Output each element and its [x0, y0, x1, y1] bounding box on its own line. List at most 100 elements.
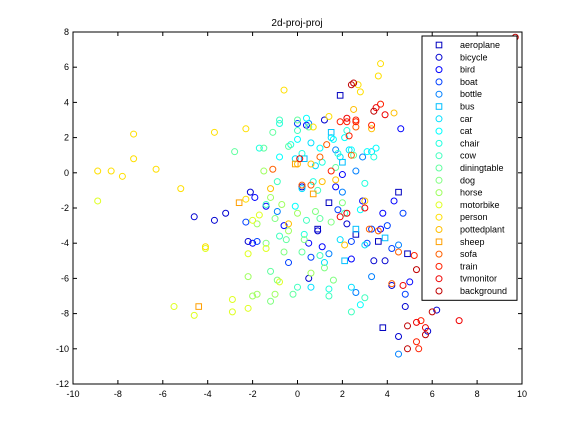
legend-item: dog [435, 175, 475, 185]
data-point [325, 292, 333, 300]
legend-marker [435, 164, 443, 172]
legend-label: bus [460, 102, 475, 112]
y-tick-label: 8 [64, 27, 69, 37]
data-point [377, 225, 385, 233]
data-point [412, 266, 420, 274]
legend-marker [435, 139, 443, 147]
data-point [336, 118, 344, 126]
data-point [415, 345, 423, 353]
series-cow [262, 116, 369, 316]
data-point [294, 116, 301, 124]
data-point [255, 144, 263, 152]
data-point [289, 290, 297, 298]
legend-label: person [460, 212, 488, 222]
data-point [190, 311, 198, 319]
data-point [404, 345, 412, 353]
data-point [370, 107, 378, 115]
data-point [341, 209, 349, 217]
data-point [302, 216, 310, 224]
series-diningtable [231, 116, 358, 298]
data-point [291, 202, 299, 210]
data-point [307, 139, 315, 147]
series-train [327, 100, 425, 353]
data-point [285, 220, 293, 228]
data-point [280, 222, 288, 230]
data-point [280, 248, 288, 256]
data-point [334, 149, 342, 157]
data-point [352, 225, 360, 233]
data-point [287, 141, 295, 149]
data-point [276, 232, 284, 240]
legend-label: dog [460, 175, 475, 185]
data-point [347, 81, 355, 89]
y-tick-label: -4 [61, 238, 69, 248]
data-point [361, 294, 369, 302]
data-point [350, 151, 358, 159]
legend-item: background [435, 286, 507, 296]
data-point [316, 215, 324, 223]
data-point [381, 111, 389, 119]
data-point [307, 160, 315, 168]
legend-item: pottedplant [435, 225, 505, 235]
data-point [190, 213, 198, 221]
data-point [276, 120, 284, 128]
data-point [336, 92, 344, 99]
data-point [244, 250, 252, 258]
data-point [332, 146, 340, 154]
legend-item: bottle [435, 89, 482, 99]
series-boat [242, 120, 409, 298]
legend-marker [435, 90, 443, 98]
y-tick-label: 0 [64, 168, 69, 178]
data-point [316, 144, 324, 152]
data-point [170, 303, 178, 311]
data-point [309, 178, 317, 186]
legend-marker [435, 238, 443, 246]
data-point [338, 188, 346, 196]
data-point [302, 114, 310, 122]
legend-label: motorbike [460, 200, 500, 210]
data-point [368, 273, 376, 281]
data-point [325, 250, 333, 258]
data-point [372, 104, 380, 112]
data-point [356, 88, 364, 96]
data-point [242, 218, 250, 226]
data-point [395, 332, 403, 340]
data-point [273, 208, 281, 216]
data-point [338, 199, 346, 207]
data-point [177, 185, 185, 193]
data-point [271, 290, 279, 298]
data-point [377, 100, 385, 108]
legend-marker [435, 115, 443, 123]
legend-marker [435, 103, 443, 110]
data-point [341, 257, 348, 265]
data-point [285, 142, 293, 150]
data-point [262, 239, 270, 247]
data-point [365, 225, 373, 233]
data-point [298, 181, 306, 189]
data-point [282, 236, 290, 244]
data-point [343, 220, 351, 228]
data-point [332, 176, 340, 184]
data-point [336, 236, 344, 244]
data-point [249, 216, 257, 224]
data-point [253, 220, 261, 228]
legend-label: aeroplane [460, 40, 500, 50]
data-point [356, 301, 364, 309]
data-point [399, 281, 407, 289]
y-tick-label: -6 [61, 273, 69, 283]
legend-marker [435, 152, 443, 160]
data-point [338, 171, 346, 179]
data-point [421, 331, 429, 339]
data-point [424, 327, 432, 335]
x-tick-label: -10 [66, 389, 79, 399]
data-point [253, 290, 261, 298]
data-point [311, 162, 319, 170]
legend-item: chair [435, 138, 480, 148]
data-point [273, 276, 281, 284]
data-point [152, 165, 160, 173]
data-point [253, 237, 261, 245]
legend-item: horse [435, 188, 483, 198]
legend-label: sofa [460, 249, 477, 259]
data-point [249, 292, 257, 300]
y-tick-label: -12 [56, 379, 69, 389]
